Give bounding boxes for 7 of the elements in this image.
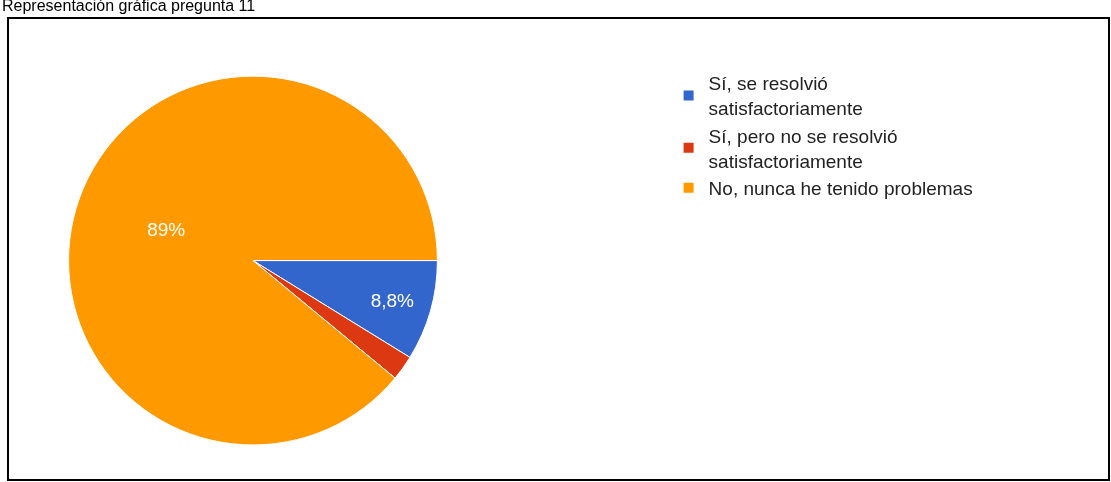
legend-label: Sí, se resolvió satisfactoriamente	[708, 73, 863, 120]
legend-label: No, nunca he tenido problemas	[708, 178, 973, 200]
chart-title: Representación gráfica pregunta 11	[2, 0, 256, 15]
legend-label: Sí, pero no se resolvió satisfactoriamente	[708, 125, 898, 172]
data-label: 89%	[147, 218, 186, 240]
pie-slice	[68, 75, 438, 446]
data-label: 8,8%	[370, 289, 415, 311]
